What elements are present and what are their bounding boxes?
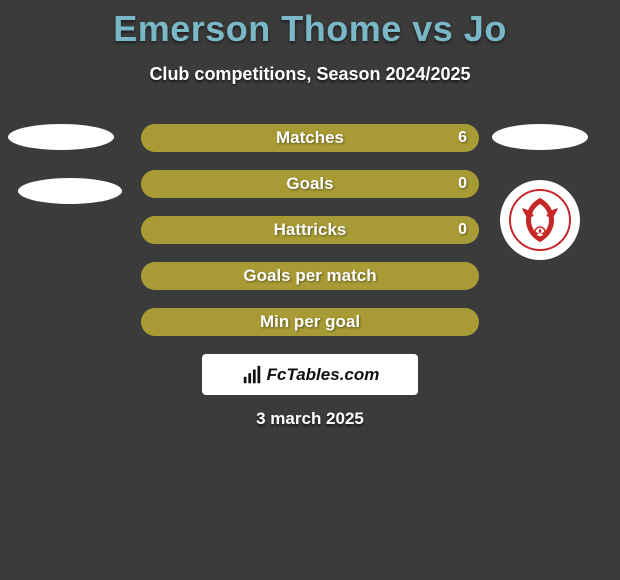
stat-right-value: 0 — [458, 175, 467, 193]
stat-label: Hattricks — [274, 220, 347, 240]
stat-label: Goals per match — [243, 266, 376, 286]
stat-right-value: 6 — [458, 129, 467, 147]
club-badge — [500, 180, 580, 260]
subtitle: Club competitions, Season 2024/2025 — [0, 64, 620, 85]
player-left-ellipse-2 — [18, 178, 122, 204]
page-title: Emerson Thome vs Jo — [0, 0, 620, 50]
stat-label: Matches — [276, 128, 344, 148]
player-left-ellipse-1 — [8, 124, 114, 150]
fctables-label: FcTables.com — [267, 365, 380, 385]
stat-row-goals-per-match: Goals per match — [141, 262, 479, 290]
stat-right-value: 0 — [458, 221, 467, 239]
stat-row-goals: Goals 0 — [141, 170, 479, 198]
date: 3 march 2025 — [256, 409, 364, 429]
bar-chart-icon — [241, 364, 263, 386]
stats-bars: Matches 6 Goals 0 Hattricks 0 Goals per … — [141, 124, 479, 354]
stat-row-hattricks: Hattricks 0 — [141, 216, 479, 244]
fctables-branding: FcTables.com — [202, 354, 418, 395]
player-right-ellipse — [492, 124, 588, 150]
stat-label: Min per goal — [260, 312, 360, 332]
stat-row-min-per-goal: Min per goal — [141, 308, 479, 336]
phoenix-icon — [508, 188, 572, 252]
stat-label: Goals — [286, 174, 333, 194]
stat-row-matches: Matches 6 — [141, 124, 479, 152]
